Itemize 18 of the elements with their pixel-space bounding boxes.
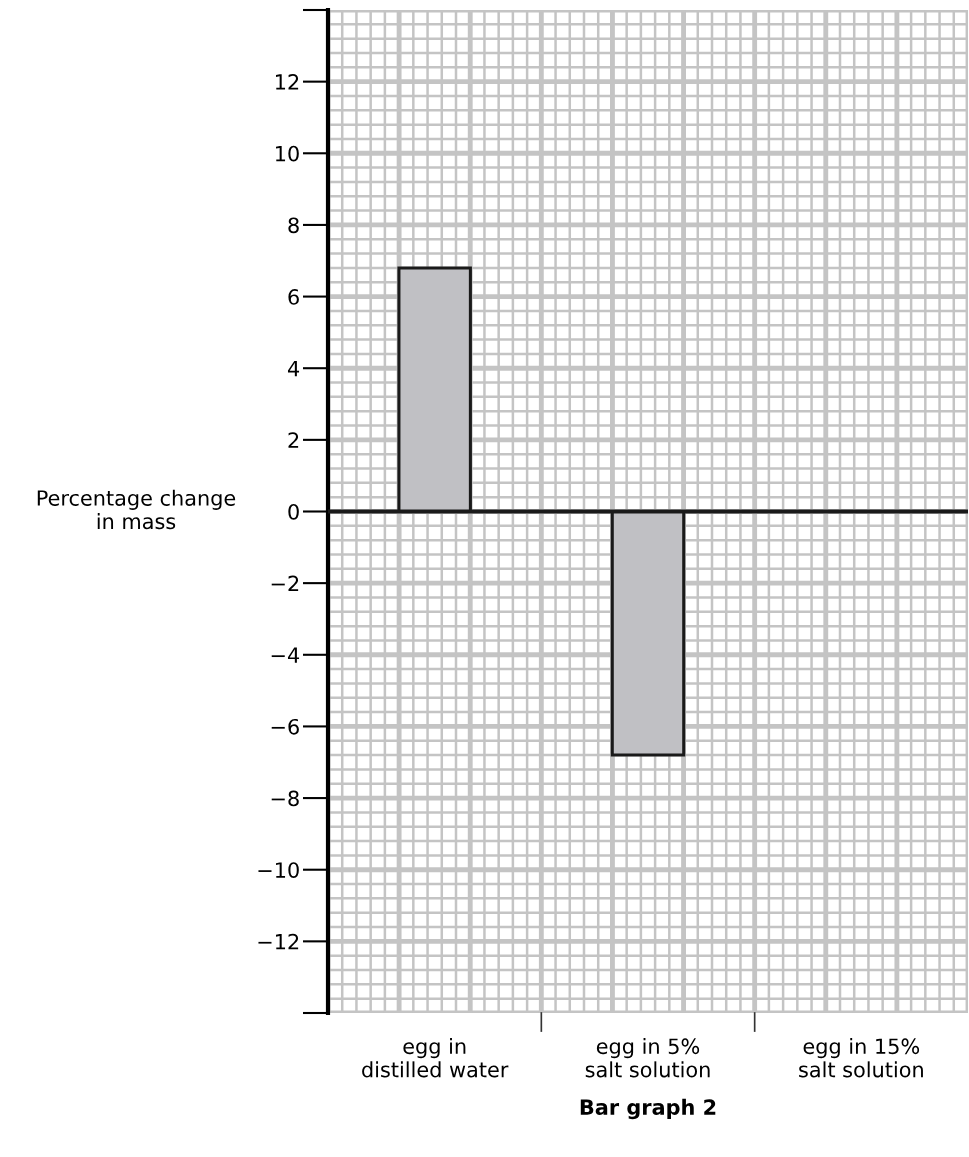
y-tick-label: −6 [271, 718, 299, 735]
y-tick-label: −2 [271, 575, 299, 592]
y-tick-label: −10 [258, 862, 299, 878]
y-tick-label: 6 [288, 289, 299, 305]
y-tick-label: 2 [288, 432, 299, 448]
y-tick-label: 8 [288, 217, 299, 234]
y-axis-title: Percentage change in mass [37, 489, 236, 530]
x-tick-label: egg in distilled water [362, 1038, 509, 1078]
y-tick-label: −8 [271, 790, 299, 807]
y-tick-label: −12 [258, 933, 299, 950]
y-tick-label: −4 [271, 647, 300, 663]
x-tick-label: egg in 15% salt solution [799, 1038, 923, 1078]
x-tick-label: egg in 5% salt solution [585, 1038, 710, 1078]
y-tick-label: 4 [287, 360, 300, 377]
y-tick-label: 0 [288, 503, 299, 520]
y-tick-label: 10 [276, 145, 299, 162]
y-tick-label: 12 [276, 74, 299, 90]
text: Bar graph 2 [580, 1098, 716, 1120]
